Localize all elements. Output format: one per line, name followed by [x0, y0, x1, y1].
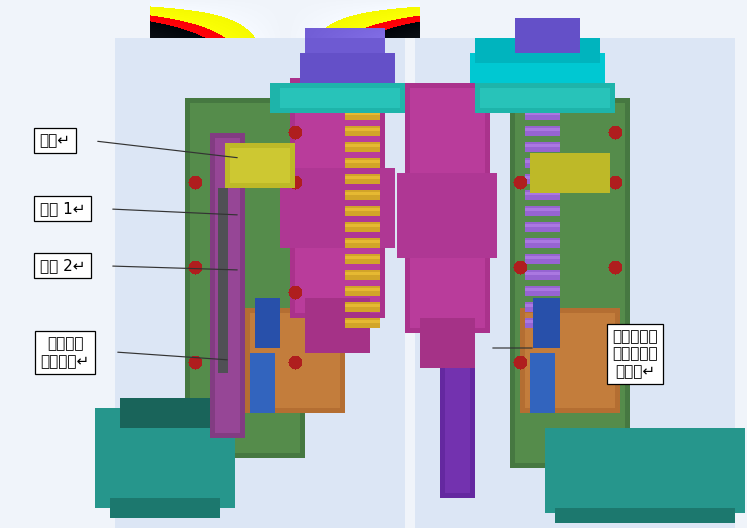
Text: 拉簧↵: 拉簧↵: [40, 133, 70, 148]
Text: 弹簧 2↵: 弹簧 2↵: [40, 258, 85, 273]
Text: 弹簧 1↵: 弹簧 1↵: [40, 201, 85, 216]
Text: 吸嚎与批杆
相对距离调
节螺丝↵: 吸嚎与批杆 相对距离调 节螺丝↵: [613, 329, 658, 379]
Text: 吸嚎高度
调整螺丝↵: 吸嚎高度 调整螺丝↵: [40, 336, 90, 369]
